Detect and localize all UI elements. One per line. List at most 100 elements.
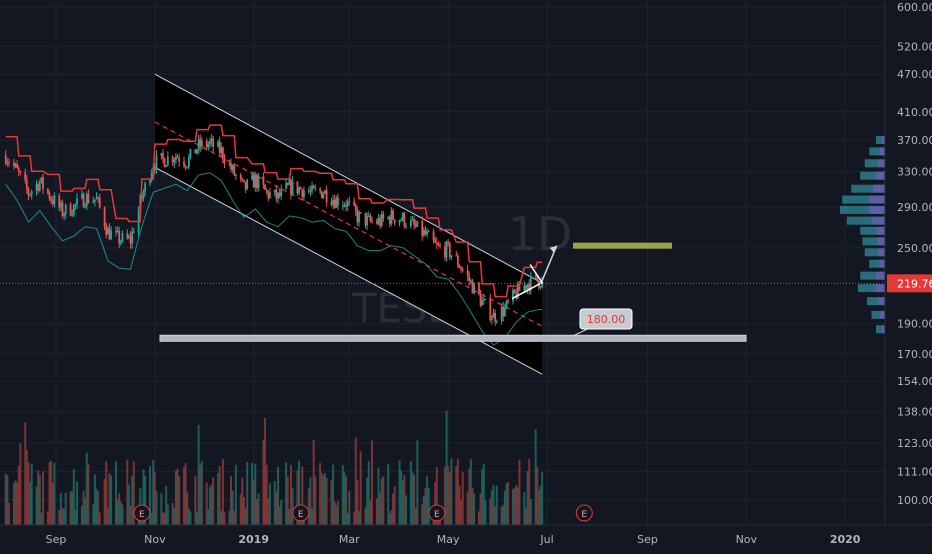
volume-bar [398, 460, 401, 525]
volume-bar [82, 490, 85, 525]
candle-body [110, 230, 112, 240]
candle-body [76, 198, 78, 205]
candle-body [14, 163, 17, 167]
volume-bar [246, 462, 249, 525]
volume-bar [267, 498, 270, 525]
volume-bar [523, 491, 526, 525]
volume-bar [343, 472, 346, 525]
earnings-marker [575, 504, 593, 522]
volume-bar [144, 475, 147, 525]
volume-bar [205, 482, 208, 525]
candle-body [71, 214, 74, 216]
candle-body [27, 188, 30, 196]
candle-body [392, 210, 394, 220]
volume-bar [364, 507, 367, 525]
candle-body [194, 149, 197, 154]
candle-body [426, 231, 428, 235]
candle-body [257, 176, 260, 189]
volume-bar [163, 512, 166, 525]
candle-body [298, 187, 300, 194]
candle-body [92, 201, 95, 203]
volume-bar [427, 487, 430, 525]
volume-bar [189, 511, 192, 525]
drawing-tools[interactable]: 180.00 [0, 242, 885, 342]
candle-body [290, 179, 292, 195]
volume-bar [97, 491, 100, 525]
candle-body [400, 219, 403, 221]
volume-bar [231, 490, 234, 525]
volume-bar [448, 472, 451, 525]
candle-body [330, 202, 333, 205]
candle-body [359, 212, 362, 214]
callout-price-label: 180.00 [587, 313, 626, 326]
profile-bar [860, 226, 885, 235]
volume-bar [416, 440, 419, 525]
candle-body [184, 165, 187, 168]
candle-body [200, 140, 203, 147]
profile-bar [867, 297, 885, 306]
candle-body [119, 241, 122, 244]
volume-bar [37, 470, 40, 525]
volume-bar [507, 481, 510, 525]
volume-bar [268, 483, 271, 525]
volume-bar [85, 452, 88, 525]
volume-bar [335, 505, 338, 525]
candle-body [256, 174, 258, 189]
volume-bar [105, 461, 108, 525]
candle-body [526, 284, 529, 290]
candle-body [325, 190, 328, 203]
trailing-stop-lines [5, 124, 543, 346]
candle-body [437, 244, 440, 246]
price-tick-label: 123.00 [897, 437, 932, 450]
candle-body [82, 193, 85, 208]
candle-body [401, 213, 404, 220]
candle-body [455, 255, 458, 257]
volume-bar [322, 475, 325, 525]
volume-bar [325, 477, 328, 525]
candle-body [264, 184, 266, 190]
volume-bar [61, 508, 64, 525]
candle-body [369, 215, 372, 221]
candle-body [495, 321, 498, 323]
candle-body [144, 183, 147, 193]
volume-bar [482, 464, 485, 525]
volume-bar [377, 467, 380, 525]
candle-body [285, 183, 288, 189]
volume-bar [401, 480, 404, 525]
volume-bar [380, 478, 383, 525]
volume-bar [277, 466, 280, 525]
volume-bar [42, 471, 45, 525]
volume-bar [382, 475, 385, 525]
volume-bar [110, 475, 113, 525]
candle-body [388, 216, 391, 224]
time-tick-label: 2020 [830, 533, 861, 546]
time-tick-label: Nov [736, 533, 758, 546]
candle-body [95, 197, 98, 200]
volume-bar [217, 473, 220, 525]
candle-body [106, 228, 109, 235]
volume-bar [332, 464, 335, 525]
candle-body [128, 236, 130, 238]
volume-bar [12, 482, 15, 525]
volume-bar [348, 490, 351, 525]
candle-body [366, 215, 369, 226]
candle-body [25, 179, 28, 189]
volume-bar [503, 490, 506, 525]
candle-body [126, 233, 129, 238]
volume-bar [413, 474, 416, 525]
volume-bar [118, 492, 121, 525]
time-axis[interactable]: Sep Nov 2019 Mar May Jul Sep Nov 2020 [0, 524, 932, 546]
candle-body [319, 188, 322, 192]
volume-bar [131, 475, 134, 525]
candle-body [59, 202, 62, 208]
price-tick-label: 470.00 [897, 68, 932, 81]
volume-bar [8, 503, 11, 525]
volume-bar [233, 510, 236, 525]
candle-body [507, 300, 510, 302]
price-axis[interactable]: 600.00 520.00 470.00 410.00 370.00 330.00 290.… [884, 0, 932, 525]
volume-bar [336, 501, 339, 525]
volume-bar [239, 494, 242, 525]
